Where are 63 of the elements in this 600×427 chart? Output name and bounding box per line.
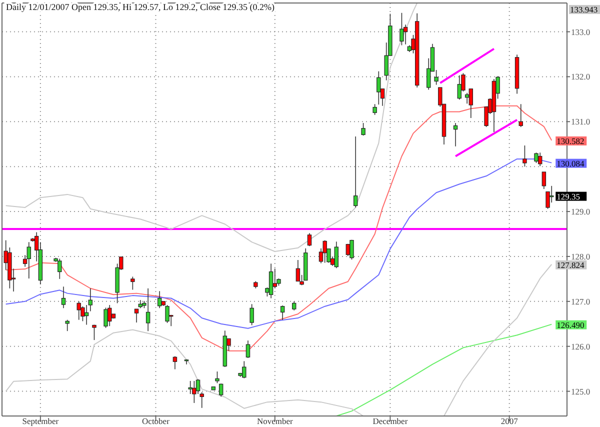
candlestick [104,307,108,328]
y-tick-label: 127.0 [571,296,590,306]
candlestick [108,304,112,327]
candlestick [457,74,462,100]
y-tick-label: 128.0 [571,251,590,262]
text: 129.35 [556,191,580,202]
candlestick [26,242,32,279]
data-label: 126.490 [556,320,584,330]
candlestick [146,288,150,332]
candlestick [80,306,85,322]
x-tick-label: 2007 [500,416,518,426]
candlestick [172,356,178,370]
candlestick [350,239,354,260]
candlestick [372,104,377,116]
candlestick [157,290,162,309]
candlestick [280,305,285,320]
x-tick-label: December [372,416,408,426]
candlestick [130,276,135,290]
line-series [5,2,418,252]
candlestick [542,172,546,190]
candlestick [268,263,274,299]
candlestick [246,340,250,358]
y-tick-label: 129.0 [571,206,590,217]
candlestick [538,152,542,167]
candlestick [376,70,381,105]
candlestick [165,304,170,324]
candlestick [242,360,246,379]
candlestick [334,241,338,269]
data-label: 127.824 [556,260,585,270]
candlestick [58,258,62,280]
candlestick [76,301,81,320]
candlestick [192,380,196,404]
candlestick [296,260,300,282]
candlestick [354,136,358,208]
line-series [336,324,552,416]
line-series [5,158,552,329]
candlestick [322,240,327,264]
candlestick [65,319,70,332]
candlestick [61,286,66,309]
candlestick [215,371,220,384]
candlestick [307,232,312,247]
y-tick-label: 133.0 [571,26,590,37]
candlestick [453,122,458,147]
candlestick [522,145,527,167]
candlestick [250,304,254,326]
x-tick-label: November [256,416,293,426]
y-tick-label: 125.0 [571,386,590,396]
x-tick-label: October [142,416,170,426]
candlestick [218,383,224,398]
text: 133.943 [570,4,598,14]
candlestick [534,152,538,164]
candlestick [518,104,523,128]
y-tick-label: 132.0 [571,72,590,82]
candlestick [92,324,96,340]
candlestick [361,122,366,136]
x-tick-label: September [22,416,59,426]
chart-title: Daily 12/01/2007 Open 129.35, Hi 129.57, Lo 129.2, Close 129.35 (0.2%) [6,2,274,12]
y-tick-label: 126.0 [571,341,590,352]
data-label: 130.582 [556,136,584,146]
data-label: 130.084 [556,158,585,168]
y-tick-label: 131.0 [571,116,590,127]
candlestick [468,88,474,118]
candlestick [400,12,404,46]
